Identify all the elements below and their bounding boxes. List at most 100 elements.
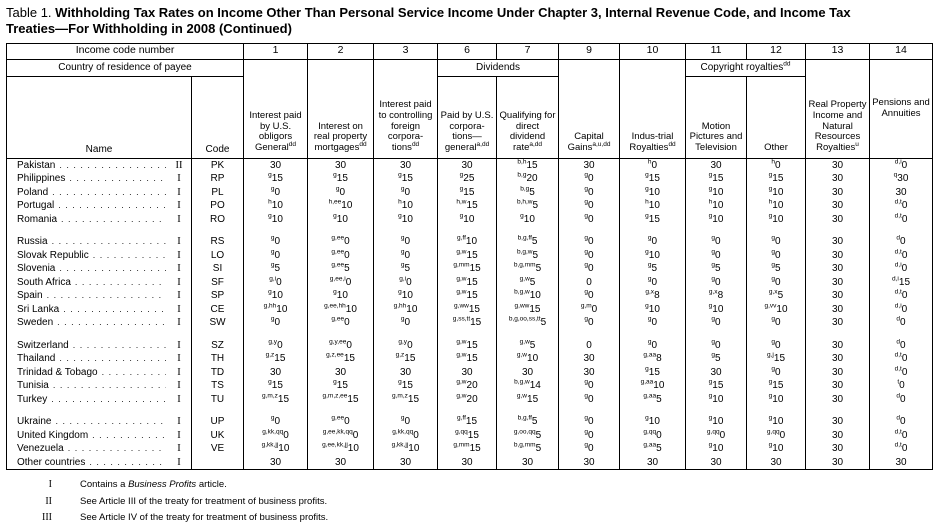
- footnote-ref: g,x: [768, 289, 778, 296]
- footnote-ref: g,aa: [643, 352, 657, 359]
- footnote-ref: g: [584, 289, 589, 296]
- rate-cell: g5: [746, 262, 807, 276]
- rate-cell: b,g,mm5: [496, 442, 560, 456]
- footnote-ref: g,y: [268, 338, 278, 346]
- rate-cell: g,i0: [243, 275, 309, 289]
- spacer-cell: [437, 226, 498, 235]
- country-name-wrap: Philippines I: [8, 172, 191, 186]
- country-code-cell: SI: [190, 262, 245, 276]
- country-name-wrap: Russia I: [8, 235, 191, 249]
- spacer-cell: [869, 406, 934, 415]
- rate-cell: 30: [805, 172, 871, 186]
- footnote-ref: g: [645, 365, 649, 373]
- treaty-article-numeral: I: [177, 443, 181, 454]
- rate-cell: 30: [869, 455, 934, 470]
- footnote-ref: g: [647, 235, 652, 242]
- table-row: Trinidad & TobagoITD303030303030g1530g03…: [6, 365, 934, 379]
- rate-cell: g,ee,kk,jj10: [307, 442, 375, 456]
- income-code-6: 6: [437, 42, 498, 60]
- col10-footnote-ref: dd: [668, 140, 676, 148]
- footnote-line: II See Article III of the treaty for trea…: [6, 496, 931, 507]
- dot-leader: [59, 159, 166, 173]
- footnote-ref: g,w: [456, 379, 467, 386]
- rate-cell: g0: [558, 212, 621, 226]
- rate-cell: g10: [373, 289, 439, 303]
- table-row: PortugalIPOh10h,ee10h10h,w15b,h,w5g0h10h…: [6, 199, 934, 213]
- rate-cell: 30: [805, 352, 871, 366]
- rate-cell: 30: [307, 365, 375, 379]
- footnote-ref: g: [268, 289, 272, 296]
- rate-cell: g,ee0: [307, 415, 375, 429]
- footnote-ref: g,qq: [766, 428, 780, 436]
- footnote-ref: g: [708, 212, 713, 220]
- footnote-ref: g: [268, 379, 272, 386]
- footnote-ref: g,ff: [456, 415, 466, 422]
- col6-header-text: Paid by U.S. corpora-tions—general: [440, 110, 494, 153]
- rate-cell: g5: [373, 262, 439, 276]
- rate-cell: 30: [685, 365, 748, 379]
- rate-cell: g10: [307, 289, 375, 303]
- rate-cell: g10: [746, 415, 807, 429]
- rate-cell: g0: [685, 235, 748, 249]
- col2-header: Interest on real property mortgagesdd: [307, 58, 375, 159]
- spacer-cell: [243, 329, 309, 339]
- rate-cell: g15: [619, 365, 687, 379]
- footnote-ref: g,z: [395, 352, 405, 359]
- footnote-ref: d,i: [892, 275, 899, 283]
- footnote-ref: g: [711, 352, 716, 359]
- rate-cell: 30: [558, 158, 621, 172]
- footnote-ref: g,j: [767, 352, 774, 359]
- footnote-ref: d,i: [894, 262, 902, 269]
- dot-leader: [93, 249, 166, 263]
- spacer-cell: [619, 406, 687, 415]
- country-code-cell: TD: [190, 365, 245, 379]
- dot-leader: [73, 339, 166, 353]
- rate-cell: g,w15: [437, 289, 498, 303]
- rate-cell: g0: [746, 338, 807, 352]
- country-name-wrap: Slovak Republic I: [8, 249, 191, 263]
- rate-cell: q30: [869, 172, 934, 186]
- income-code-14: 14: [869, 42, 934, 60]
- rate-cell: d,i0: [869, 302, 934, 316]
- rate-cell: h0: [746, 158, 807, 172]
- footnote-ref: g,i: [399, 275, 407, 283]
- footnote-ref: g,aa: [643, 392, 657, 400]
- rate-cell: g,qq0: [685, 428, 748, 442]
- footnote-ref: g,w: [456, 392, 467, 400]
- country-name-cell: Romania I: [6, 212, 192, 226]
- footnote-ref: g: [708, 379, 713, 386]
- rate-cell: g,ee0: [307, 248, 375, 262]
- col12-header: Other: [746, 75, 807, 159]
- rate-cell: g10: [243, 212, 309, 226]
- footnote-ref: b,g,ff: [517, 415, 532, 422]
- rate-cell: 30: [373, 365, 439, 379]
- rate-cell: g,ee0: [307, 316, 375, 330]
- spacer-cell: [6, 226, 192, 235]
- rate-cell: 30: [805, 442, 871, 456]
- footnote-ref: g: [647, 316, 652, 323]
- rate-cell: g10: [746, 392, 807, 406]
- rate-cell: g0: [746, 235, 807, 249]
- rate-cell: g,m,z,ee15: [307, 392, 375, 406]
- country-code-cell: LO: [190, 248, 245, 262]
- rate-cell: g0: [307, 185, 375, 199]
- spacer-cell: [190, 329, 245, 339]
- footnote-ref: g: [584, 442, 589, 449]
- rate-cell: g,z15: [243, 352, 309, 366]
- country-name: Slovak Republic: [17, 249, 89, 261]
- footnote-ref: g,ee: [331, 235, 345, 242]
- country-name: Philippines: [17, 173, 66, 184]
- footnote-ref: g,ss,tt: [452, 316, 471, 323]
- rate-cell: g15: [243, 172, 309, 186]
- rate-cell: g10: [685, 212, 748, 226]
- spacer-cell: [373, 329, 439, 339]
- rate-cell: g,w5: [496, 338, 560, 352]
- rate-cell: g,x8: [619, 289, 687, 303]
- copyright-footnote-ref: dd: [783, 60, 791, 68]
- rate-cell: 30: [619, 455, 687, 470]
- footnote-ref: g: [768, 442, 773, 449]
- income-code-label: Income code number: [5, 42, 245, 60]
- footnote-ref: g: [584, 212, 589, 220]
- rate-cell: h10: [746, 199, 807, 213]
